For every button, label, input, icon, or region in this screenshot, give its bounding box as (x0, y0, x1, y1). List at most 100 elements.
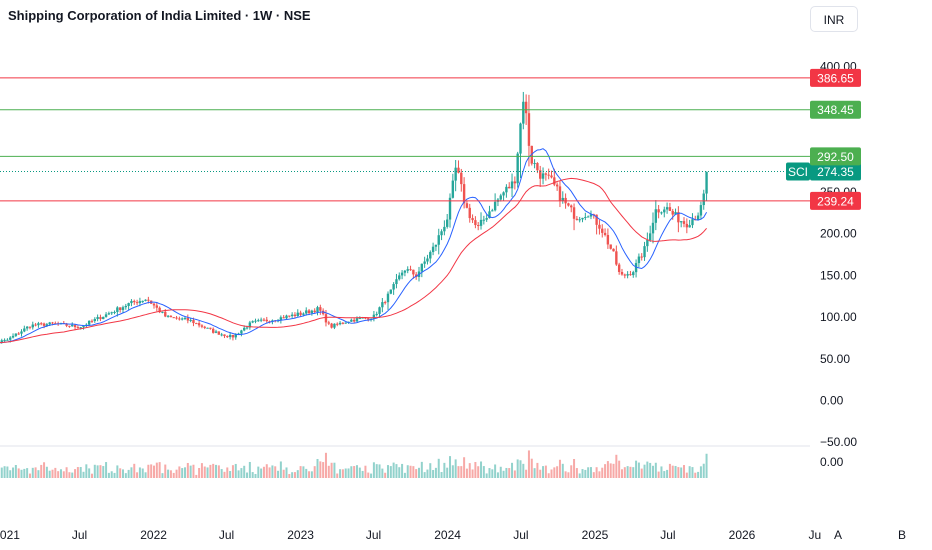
volume-bar (198, 467, 201, 478)
volume-bar (463, 457, 466, 478)
candle-body (214, 331, 218, 333)
volume-bar (454, 459, 457, 478)
volume-bar (212, 463, 215, 478)
volume-bar (680, 467, 683, 478)
candle-body (448, 197, 452, 220)
candle-body (663, 209, 666, 213)
candle-body (290, 314, 294, 317)
volume-bar (82, 471, 85, 478)
volume-bar (499, 466, 502, 478)
candle-body (220, 334, 223, 336)
volume-bar (68, 472, 71, 478)
candle-body (99, 317, 102, 320)
price-tick-label: −50.00 (820, 435, 857, 449)
candle-body (361, 317, 364, 319)
volume-bar (57, 471, 60, 478)
price-axis[interactable]: 400.00250.00200.00150.00100.0050.000.00−… (820, 60, 857, 469)
candle-body (685, 223, 689, 228)
candle-body (558, 186, 562, 201)
candle-body (54, 323, 57, 325)
time-tick-label: Jul (72, 528, 87, 542)
volume-bar (550, 469, 553, 478)
candle-body (296, 312, 299, 316)
volume-bar (372, 462, 375, 478)
horizontal-levels[interactable] (0, 77, 810, 202)
candle-body (302, 313, 305, 315)
volume-bar (626, 466, 629, 478)
candle-body (321, 310, 325, 315)
scale-toggle-b[interactable]: B (898, 528, 907, 542)
volume-bar (336, 473, 339, 478)
level-tag: 292.50 (817, 150, 854, 164)
volume-bar (471, 469, 474, 478)
volume-bar (9, 470, 12, 478)
volume-bar (184, 467, 187, 478)
candle-body (141, 300, 144, 302)
volume-bar (412, 466, 415, 478)
level-tag-box (810, 191, 861, 210)
volume-bar (310, 471, 313, 478)
candle-body (457, 167, 460, 173)
volume-bar (395, 464, 398, 478)
volume-bar (688, 466, 691, 478)
time-axis[interactable]: 2021 Jul 2022 Jul 2023 Jul 2024 Jul 2025 Jul 2026 J… (0, 528, 821, 542)
candle-body (536, 163, 539, 171)
volume-bar (615, 454, 618, 478)
candle-body (643, 246, 646, 258)
currency-selector[interactable]: INR (810, 6, 858, 32)
volume-bar (409, 465, 412, 478)
moving-average-slow (0, 177, 707, 344)
volume-bar (494, 464, 497, 478)
volume-bar (705, 453, 708, 478)
candle-body (341, 322, 345, 324)
candle-body (319, 307, 322, 311)
volume-bar (694, 472, 697, 478)
candle-body (135, 302, 139, 304)
candle-body (378, 307, 381, 314)
candle-body (367, 318, 370, 320)
volume-bar (519, 460, 522, 478)
volume-bar (229, 471, 232, 478)
price-tick-label: 200.00 (820, 227, 857, 241)
volume-bar (612, 463, 615, 478)
candle-body (657, 209, 660, 213)
volume-bar (48, 470, 51, 478)
candle-body (104, 314, 108, 317)
candle-body (460, 172, 463, 185)
volume-bar (683, 465, 686, 478)
candle-body (702, 193, 705, 206)
candle-body (76, 327, 80, 329)
volume-bar (14, 464, 17, 478)
level-tag-box (810, 100, 861, 119)
candle-body (437, 235, 440, 245)
candle-body (310, 310, 314, 314)
last-price-tag-box (810, 162, 861, 181)
volume-bar (398, 467, 401, 478)
candle-body (0, 340, 3, 342)
level-tag: 239.24 (817, 194, 854, 208)
volume-bar (105, 462, 108, 478)
volume-bar (671, 465, 674, 478)
volume-bar (26, 468, 29, 478)
volume-bar (313, 466, 316, 478)
candle-body (364, 317, 367, 319)
candle-body (169, 315, 173, 318)
candle-body (87, 320, 91, 325)
candle-body (40, 323, 43, 325)
volume-bar (324, 452, 327, 478)
volume-bar (282, 469, 285, 478)
volume-bar (474, 462, 477, 478)
volume-bar (167, 469, 170, 478)
auto-scale-toggle[interactable]: A (834, 528, 843, 542)
candle-body (595, 214, 598, 225)
volume-bar (322, 462, 325, 478)
candle-body (386, 293, 390, 303)
candle-body (107, 313, 111, 315)
volume-bar (220, 469, 223, 478)
volume-bar (127, 469, 130, 478)
price-tick-label: 100.00 (820, 310, 857, 324)
candle-body (513, 181, 517, 184)
candle-body (299, 312, 302, 315)
volume-bar (598, 471, 601, 478)
